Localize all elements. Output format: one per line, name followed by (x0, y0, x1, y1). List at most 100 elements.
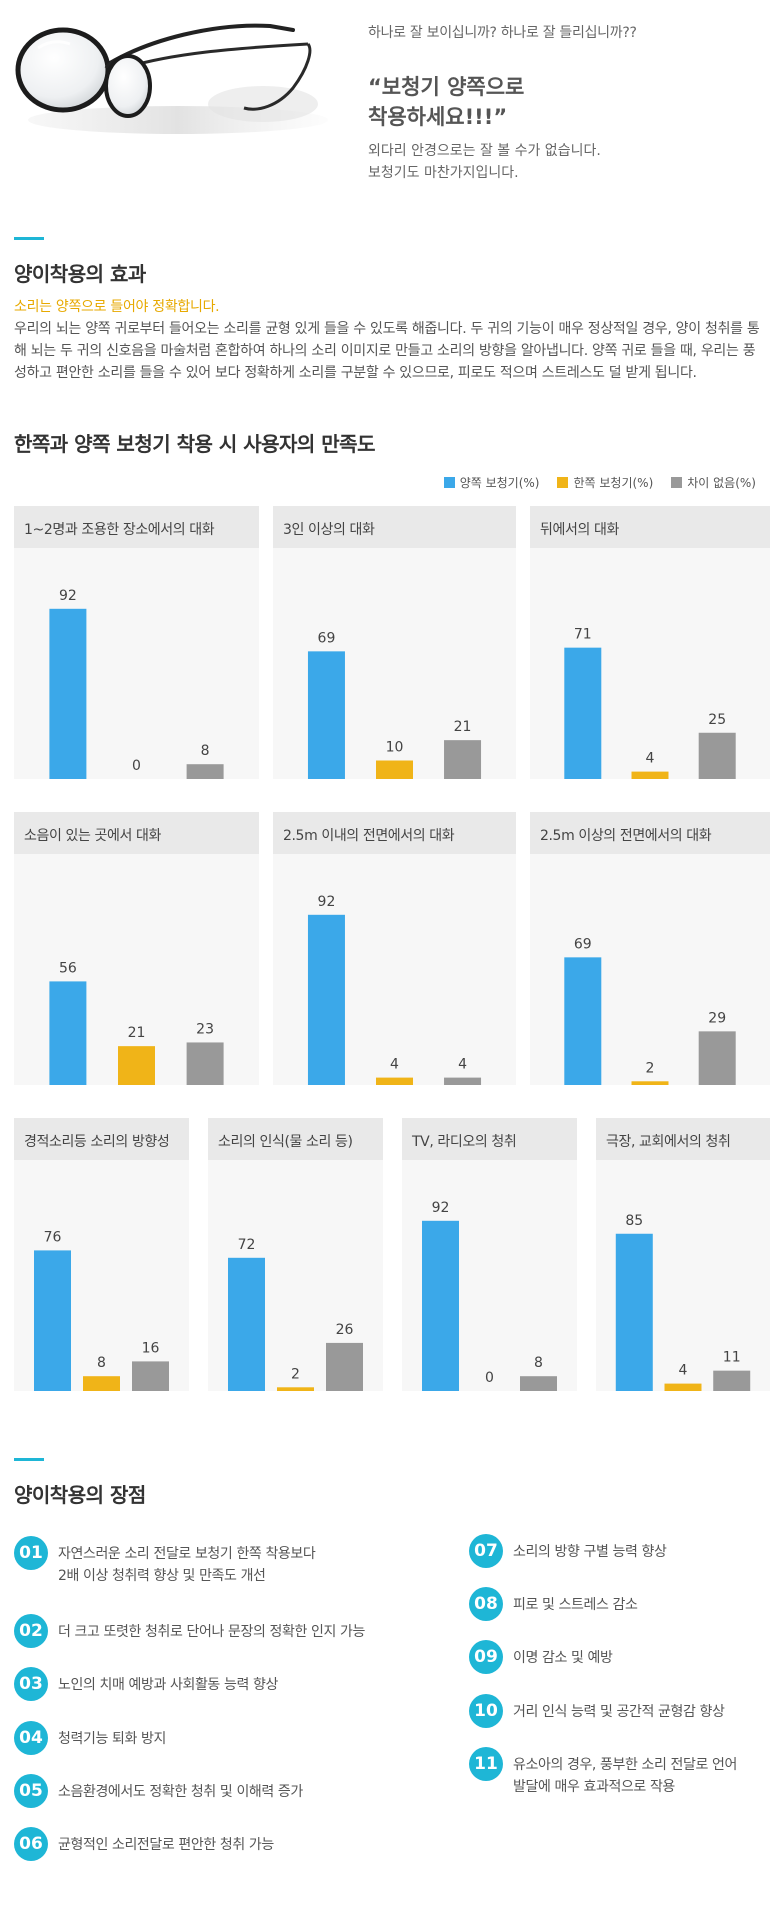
merit-item: 10 거리 인식 능력 및 공간적 균형감 향상 (469, 1694, 725, 1728)
hero-question: 하나로 잘 보이십니까? 하나로 잘 들리십니까?? (368, 25, 637, 41)
bar-no-difference (444, 1077, 482, 1085)
bar-value-label: 72 (238, 1237, 256, 1253)
bar-single (83, 1376, 120, 1391)
hero-title-line1: “보청기 양쪽으로 (368, 75, 525, 99)
chart-panel-group-conversation: 3인 이상의 대화 69 10 21 (273, 506, 516, 779)
bar-value-label: 71 (574, 627, 592, 643)
merit-number-badge: 02 (14, 1614, 48, 1648)
bar-chart: 56 21 23 (49, 960, 224, 1085)
merit-number-badge: 06 (14, 1827, 48, 1861)
bar-value-label: 92 (318, 894, 336, 910)
chart-panel-tv-radio: TV, 라디오의 청취 92 0 8 (402, 1118, 577, 1391)
bar-value-label: 4 (390, 1057, 399, 1073)
bar-value-label: 69 (574, 936, 592, 952)
hero-section: 하나로 잘 보이십니까? 하나로 잘 들리십니까?? “보청기 양쪽으로 착용하… (0, 0, 770, 200)
bar-no-difference (326, 1342, 363, 1391)
survey-title: 한쪽과 양쪽 보청기 착용 시 사용자의 만족도 (14, 432, 375, 456)
chart-title: 2.5m 이상의 전면에서의 대화 (530, 812, 770, 854)
merit-text: 자연스러운 소리 전달로 보청기 한쪽 착용보다 2배 이상 청취력 향상 및 … (58, 1546, 316, 1584)
merit-item: 08 피로 및 스트레스 감소 (469, 1587, 638, 1621)
hero-title: “보청기 양쪽으로 착용하세요!!!” (368, 72, 758, 132)
bar-both (307, 914, 345, 1085)
bar-value-label: 92 (432, 1200, 450, 1216)
chart-title: 3인 이상의 대화 (273, 506, 516, 548)
bar-no-difference (520, 1376, 557, 1391)
bar-value-label: 92 (59, 588, 77, 604)
bar-no-difference (698, 732, 736, 779)
bar-value-label: 16 (142, 1340, 160, 1356)
bar-value-label: 8 (201, 743, 210, 759)
effect-body: 우리의 뇌는 양쪽 귀로부터 들어오는 소리를 균형 있게 들을 수 있도록 해… (14, 321, 760, 381)
bar-value-label: 10 (386, 740, 404, 756)
hero-desc-line1: 외다리 안경으로는 잘 볼 수가 없습니다. (368, 143, 601, 159)
merit-text: 균형적인 소리전달로 편안한 청취 가능 (58, 1837, 274, 1853)
bar-value-label: 11 (723, 1350, 741, 1366)
bar-no-difference (186, 764, 224, 779)
bar-both (228, 1257, 265, 1391)
bar-single (376, 1077, 413, 1085)
chart-title: 소리의 인식(물 소리 등) (208, 1118, 383, 1160)
bar-single (277, 1387, 314, 1391)
bar-value-label: 0 (132, 758, 141, 774)
bar-both (564, 647, 602, 779)
bar-no-difference (132, 1361, 169, 1391)
chart-title: 극장, 교회에서의 청취 (596, 1118, 770, 1160)
bar-value-label: 4 (458, 1057, 467, 1073)
merits-title: 양이착용의 장점 (14, 1483, 146, 1507)
hero-title-line2: 착용하세요!!!” (368, 105, 508, 129)
merit-item: 04 청력기능 퇴화 방지 (14, 1721, 166, 1755)
legend-label-single: 한쪽 보청기(%) (573, 476, 654, 490)
merit-number-badge: 04 (14, 1721, 48, 1755)
chart-panel-quiet-conversation: 1~2명과 조용한 장소에서의 대화 92 0 8 (14, 506, 259, 779)
bar-value-label: 56 (59, 960, 77, 976)
bar-chart: 71 4 25 (564, 627, 736, 779)
chart-panel-front-beyond: 2.5m 이상의 전면에서의 대화 69 2 29 (530, 812, 770, 1085)
merit-text: 피로 및 스트레스 감소 (513, 1597, 638, 1613)
merit-text: 유소아의 경우, 풍부한 소리 전달로 언어 발달에 매우 효과적으로 작용 (513, 1757, 737, 1795)
merit-text: 이명 감소 및 예방 (513, 1650, 613, 1666)
bar-chart: 69 10 21 (307, 630, 482, 779)
bar-value-label: 4 (646, 751, 655, 767)
merit-number-badge: 09 (469, 1640, 503, 1674)
bar-both (49, 608, 87, 779)
merit-number-badge: 08 (469, 1587, 503, 1621)
merit-text: 더 크고 또렷한 청취로 단어나 문장의 정확한 인지 가능 (58, 1624, 365, 1640)
legend-item-both: 양쪽 보청기(%) (443, 474, 540, 491)
legend-swatch-single (557, 477, 569, 488)
bar-value-label: 2 (291, 1366, 300, 1382)
bar-no-difference (186, 1042, 224, 1085)
merits-accent-bar (14, 1458, 44, 1461)
legend-swatch-both (443, 477, 455, 488)
merit-text: 청력기능 퇴화 방지 (58, 1731, 166, 1747)
bar-no-difference (698, 1031, 736, 1085)
bar-both (49, 981, 87, 1085)
legend-item-no-difference: 차이 없음(%) (671, 474, 756, 491)
merit-item: 01 자연스러운 소리 전달로 보청기 한쪽 착용보다 2배 이상 청취력 향상… (14, 1536, 316, 1587)
bar-chart: 92 0 8 (49, 588, 224, 779)
merit-text: 노인의 치매 예방과 사회활동 능력 향상 (58, 1677, 278, 1693)
effect-accent-bar (14, 237, 44, 240)
chart-title: 2.5m 이내의 전면에서의 대화 (273, 812, 516, 854)
merit-number-badge: 11 (469, 1747, 503, 1781)
merit-number-badge: 05 (14, 1774, 48, 1808)
merit-number-badge: 07 (469, 1534, 503, 1568)
bar-chart: 72 2 26 (228, 1237, 363, 1391)
chart-panel-noisy-conversation: 소음이 있는 곳에서 대화 56 21 23 (14, 812, 259, 1085)
effect-subtitle: 소리는 양쪽으로 들어야 정확합니다. (14, 299, 220, 315)
bar-value-label: 21 (454, 719, 472, 735)
bar-single (118, 1046, 155, 1085)
chart-panel-theater-church: 극장, 교회에서의 청취 85 4 11 (596, 1118, 770, 1391)
bar-single (664, 1383, 702, 1391)
bar-both (34, 1250, 71, 1391)
effect-title: 양이착용의 효과 (14, 262, 146, 286)
chart-title: 1~2명과 조용한 장소에서의 대화 (14, 506, 259, 548)
bar-value-label: 2 (646, 1060, 655, 1076)
merit-item: 06 균형적인 소리전달로 편안한 청취 가능 (14, 1827, 274, 1861)
legend-label-both: 양쪽 보청기(%) (459, 476, 540, 490)
glasses-illustration (15, 23, 328, 134)
chart-title: TV, 라디오의 청취 (402, 1118, 577, 1160)
bar-both (615, 1233, 653, 1391)
bar-value-label: 21 (128, 1025, 146, 1041)
bar-single (631, 1081, 669, 1085)
chart-panel-sound-recognition: 소리의 인식(물 소리 등) 72 2 26 (208, 1118, 383, 1391)
